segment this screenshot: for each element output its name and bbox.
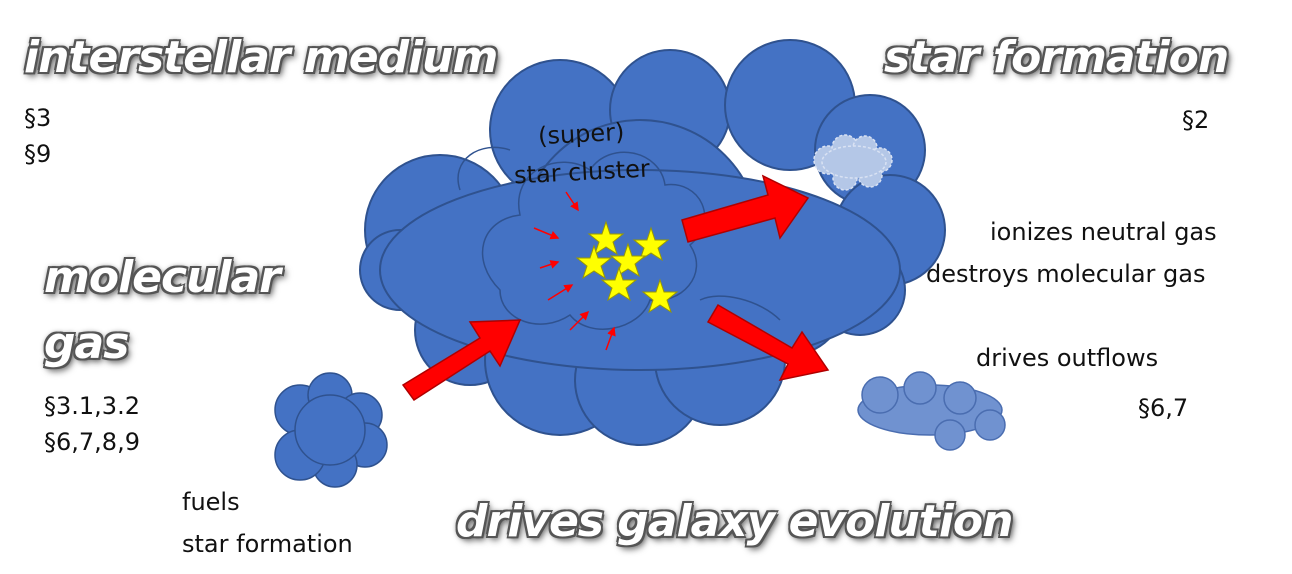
title-galaxy-evolution: drives galaxy evolution [456, 496, 1013, 547]
star-icon [600, 266, 638, 302]
star-icon [632, 226, 670, 262]
arrow-icon [401, 319, 522, 402]
arrow-icon [706, 303, 830, 382]
title-ism: interstellar medium [24, 32, 498, 83]
outflow-sections: §6,7 [1138, 394, 1189, 422]
outflow-cloud [857, 371, 1006, 451]
fuels-line1: fuels [182, 488, 240, 516]
ism-section-2: §9 [24, 140, 52, 168]
ism-section-1: §3 [24, 104, 52, 132]
sf-section: §2 [1182, 106, 1210, 134]
cluster-label-line1: (super) [537, 117, 625, 151]
mol-section-1: §3.1,3.2 [44, 392, 140, 420]
star-icon [641, 278, 679, 314]
star-icon [609, 242, 647, 278]
arrow-icon [681, 174, 810, 243]
small-left-cloud [274, 372, 388, 488]
ionizes-label: ionizes neutral gas [990, 218, 1217, 246]
star-icon [587, 220, 625, 256]
title-star-formation: star formation [884, 32, 1229, 83]
small-inflow-arrows [533, 191, 616, 351]
arrow-inflow [401, 319, 522, 402]
title-molecular-line2: gas [44, 318, 129, 369]
mol-section-2: §6,7,8,9 [44, 428, 140, 456]
destroys-label: destroys molecular gas [926, 260, 1206, 288]
star-cluster [575, 220, 679, 314]
star-icon [575, 244, 613, 280]
fuels-line2: star formation [182, 530, 353, 558]
title-molecular-line1: molecular [44, 252, 281, 303]
arrow-to-ionized [681, 174, 810, 243]
outflows-label: drives outflows [976, 344, 1159, 372]
ionized-cloud [813, 134, 893, 191]
arrow-outflow [706, 303, 830, 382]
cluster-cloud-outline [457, 146, 781, 330]
